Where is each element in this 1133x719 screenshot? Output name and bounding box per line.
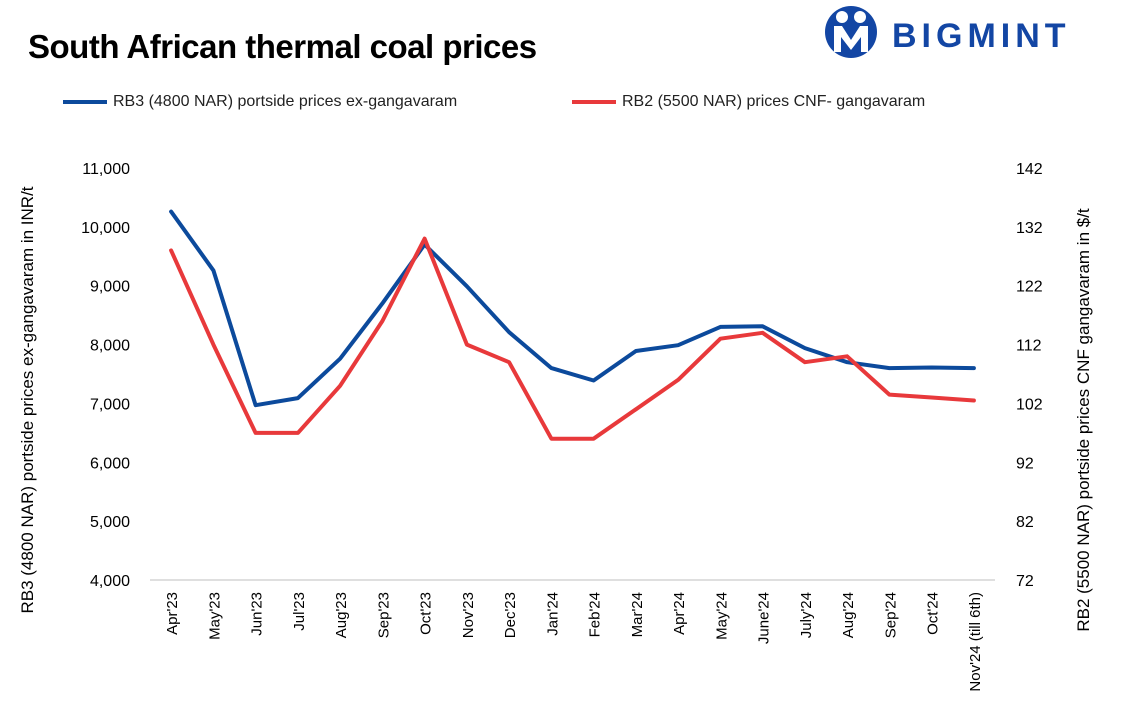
x-tick-label: Sep'23	[375, 592, 392, 638]
x-tick-label: Dec'23	[502, 592, 519, 638]
y-tick-right: 72	[1016, 573, 1034, 590]
series-line-rb3	[169, 209, 976, 408]
bigmint-logo-text: BIGMINT	[892, 17, 1071, 55]
bigmint-logo-icon	[825, 6, 877, 58]
x-tick-label: July'24	[798, 592, 815, 638]
y-tick-left: 10,000	[81, 220, 130, 237]
x-tick-label: Nov'23	[460, 592, 477, 638]
x-tick-label: Feb'24	[587, 592, 604, 637]
y-tick-left: 9,000	[90, 279, 130, 296]
y-tick-left: 11,000	[82, 161, 130, 178]
x-tick-label: Aug'23	[333, 592, 350, 638]
x-tick-label: Jul'23	[291, 592, 308, 631]
series-line-rb2	[169, 236, 976, 441]
x-tick-label: Mar'24	[629, 592, 646, 637]
y-tick-right: 142	[1016, 161, 1043, 178]
y-tick-right: 132	[1016, 220, 1043, 237]
y-tick-left: 8,000	[90, 338, 130, 355]
x-tick-label: June'24	[756, 592, 773, 644]
x-tick-label: Aug'24	[840, 592, 857, 638]
y-tick-left: 4,000	[90, 573, 130, 590]
y-axis-left-ticks: 11,000 10,000 9,000 8,000 7,000 6,000 5,000 4,0…	[81, 161, 130, 590]
x-axis-ticks: Apr'23 May'23 Jun'23 Jul'23 Aug'23 Sep'23 Oct'…	[164, 592, 984, 692]
x-tick-label: Jun'23	[249, 592, 266, 636]
y-tick-left: 5,000	[90, 514, 130, 531]
y-tick-left: 6,000	[90, 455, 130, 472]
y-tick-left: 7,000	[90, 396, 130, 413]
y-tick-right: 92	[1016, 455, 1034, 472]
legend-label-rb3: RB3 (4800 NAR) portside prices ex-gangav…	[113, 93, 458, 110]
x-tick-label: May'23	[206, 592, 223, 640]
x-tick-label: Sep'24	[882, 592, 899, 638]
x-tick-label: Oct'23	[418, 592, 435, 635]
legend-item-rb2: RB2 (5500 NAR) prices CNF- gangavaram	[572, 93, 925, 111]
y-tick-right: 122	[1016, 279, 1043, 296]
bigmint-logo: BIGMINT	[825, 6, 1071, 58]
y-tick-right: 82	[1016, 514, 1034, 531]
legend-swatch-rb2	[572, 100, 616, 104]
x-tick-label: May'24	[713, 592, 730, 640]
y-tick-right: 112	[1016, 338, 1042, 355]
x-tick-label: Apr'23	[164, 592, 181, 635]
x-tick-label: Oct'24	[925, 592, 942, 635]
y-tick-right: 102	[1016, 396, 1043, 413]
x-tick-label: Apr'24	[671, 592, 688, 635]
y-axis-right-ticks: 142 132 122 112 102 92 82 72	[1016, 161, 1043, 590]
legend-label-rb2: RB2 (5500 NAR) prices CNF- gangavaram	[622, 93, 926, 110]
chart-series	[169, 209, 976, 441]
page-title: South African thermal coal prices	[28, 28, 537, 65]
legend-item-rb3: RB3 (4800 NAR) portside prices ex-gangav…	[63, 93, 457, 111]
legend-swatch-rb3	[63, 100, 107, 104]
x-tick-label: Nov'24 (till 6th)	[967, 592, 984, 692]
x-tick-label: Jan'24	[544, 592, 561, 636]
